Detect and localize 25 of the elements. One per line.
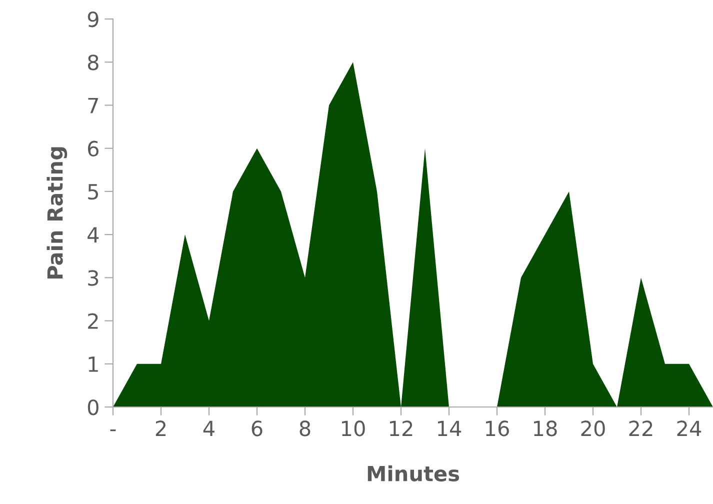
y-tick-label: 2 bbox=[88, 313, 98, 329]
x-tick-label: 12 bbox=[390, 420, 412, 436]
y-tick-label: 3 bbox=[88, 270, 98, 286]
x-tick-label: 20 bbox=[581, 420, 605, 436]
x-tick-label: 10 bbox=[342, 420, 365, 436]
x-tick-label: 2 bbox=[156, 420, 166, 436]
x-tick-label: 16 bbox=[486, 420, 509, 436]
x-tick-label: 24 bbox=[677, 420, 702, 436]
x-tick-label: - bbox=[110, 429, 116, 432]
x-tick-label: 22 bbox=[629, 420, 652, 436]
y-axis-title: Pain Rating bbox=[46, 147, 68, 279]
x-tick-label: 14 bbox=[438, 420, 462, 436]
x-tick-label: 4 bbox=[203, 420, 214, 436]
y-tick-label: 1 bbox=[88, 356, 98, 372]
x-tick-label: 18 bbox=[534, 420, 557, 436]
y-tick-label: 4 bbox=[88, 227, 99, 242]
y-tick-label: 5 bbox=[88, 184, 98, 200]
y-tick-label: 8 bbox=[88, 54, 98, 70]
y-tick-label: 9 bbox=[88, 11, 98, 28]
x-tick-label: 6 bbox=[252, 420, 262, 436]
y-tick-label: 7 bbox=[88, 98, 98, 114]
x-axis-title: Minutes bbox=[368, 465, 460, 482]
x-tick-label: 8 bbox=[300, 420, 310, 436]
y-tick-label: 0 bbox=[88, 399, 98, 416]
y-tick-label: 6 bbox=[88, 140, 98, 157]
